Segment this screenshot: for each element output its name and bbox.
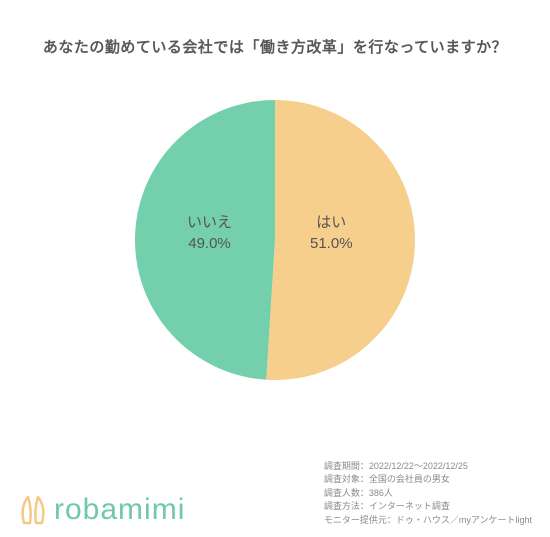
slice-value: 51.0% [310,233,353,254]
chart-title: あなたの勤めている会社では「働き方改革」を行なっていますか？ [0,36,550,57]
brand-name: robamimi [54,493,185,527]
pie-slice-label: はい51.0% [310,212,353,254]
survey-meta-row: 調査方法：インターネット調査 [324,500,532,514]
footer: robamimi 調査期間：2022/12/22〜2022/12/25調査対象：… [18,460,532,528]
survey-meta-row: モニター提供元：ドゥ・ハウス／myアンケートlight [324,514,532,528]
survey-meta-row: 調査期間：2022/12/22〜2022/12/25 [324,460,532,474]
slice-name: いいえ [187,212,232,233]
slice-value: 49.0% [187,233,232,254]
pie-slice-label: いいえ49.0% [187,212,232,254]
survey-meta: 調査期間：2022/12/22〜2022/12/25調査対象：全国の会社員の男女… [324,460,532,528]
slice-name: はい [310,212,353,233]
brand: robamimi [18,493,185,527]
survey-meta-row: 調査対象：全国の会社員の男女 [324,473,532,487]
survey-meta-row: 調査人数：386人 [324,487,532,501]
pie-chart: はい51.0% いいえ49.0% [135,100,415,380]
brand-ears-icon [18,493,48,527]
pie-chart-container: はい51.0% いいえ49.0% [0,100,550,380]
